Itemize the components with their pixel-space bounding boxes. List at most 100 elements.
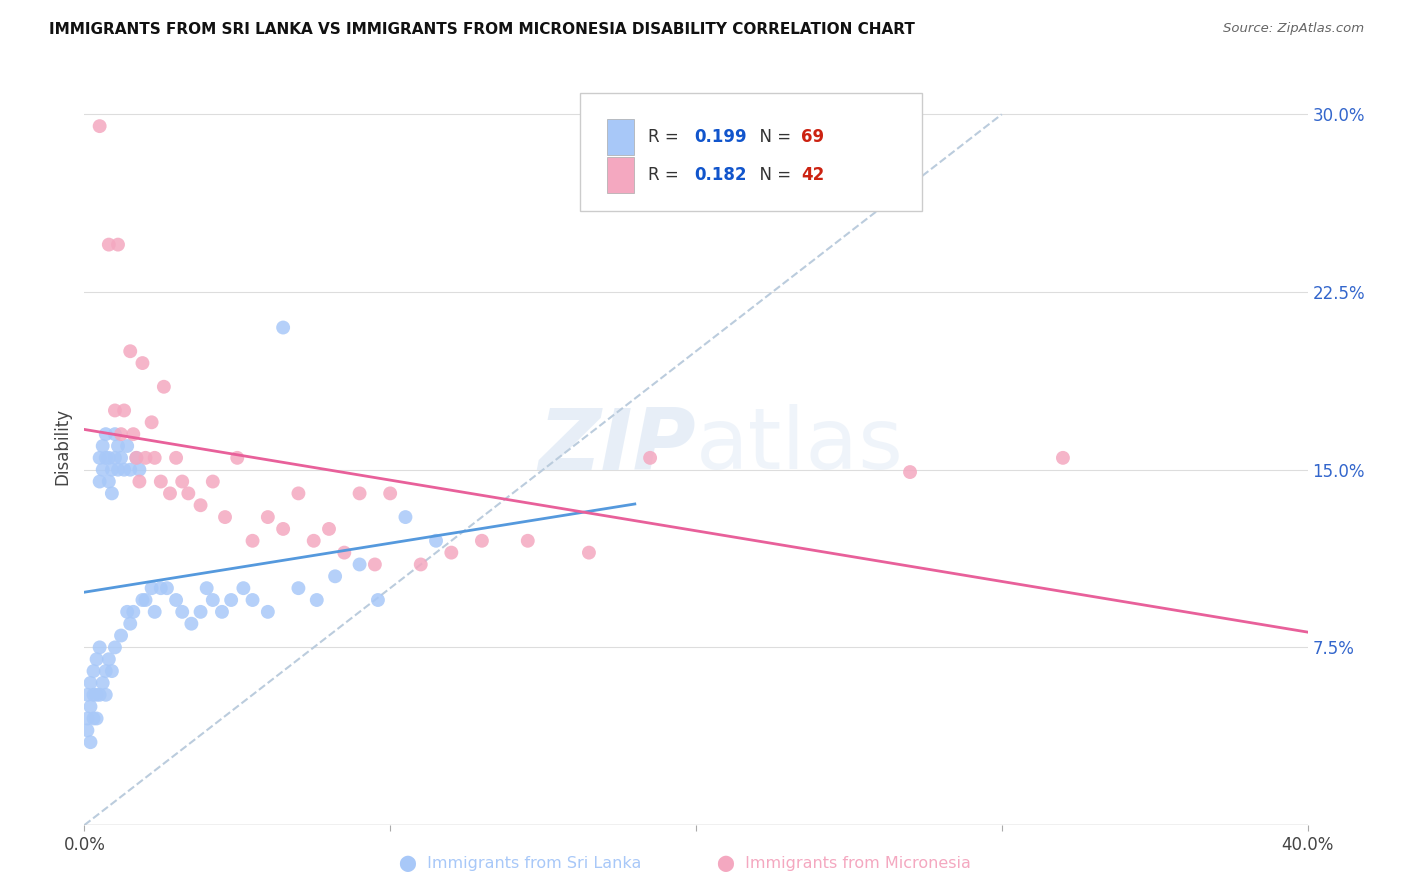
Point xyxy=(89,640,111,655)
Point xyxy=(91,439,114,453)
Point xyxy=(242,593,264,607)
Point xyxy=(94,664,117,678)
Point xyxy=(89,688,111,702)
Point xyxy=(110,450,132,465)
Point xyxy=(76,688,98,702)
Point xyxy=(120,344,142,359)
Text: R =: R = xyxy=(648,166,685,184)
Point xyxy=(89,450,111,465)
Point xyxy=(349,486,371,500)
Point xyxy=(149,475,172,489)
Point xyxy=(201,593,224,607)
Point xyxy=(94,450,117,465)
Point xyxy=(97,237,120,252)
Point xyxy=(79,735,101,749)
Point xyxy=(165,450,187,465)
Point xyxy=(226,450,249,465)
Point xyxy=(83,664,105,678)
Point xyxy=(101,486,124,500)
Point xyxy=(128,475,150,489)
Point xyxy=(122,427,145,442)
Point xyxy=(232,581,254,595)
Point xyxy=(257,605,280,619)
Point xyxy=(211,605,233,619)
Point xyxy=(201,475,224,489)
Text: 0.199: 0.199 xyxy=(695,128,748,146)
Point xyxy=(898,465,921,479)
Point xyxy=(516,533,538,548)
Point xyxy=(578,546,600,560)
Text: ZIP: ZIP xyxy=(538,404,696,488)
Point xyxy=(425,533,447,548)
Text: Source: ZipAtlas.com: Source: ZipAtlas.com xyxy=(1223,22,1364,36)
Point xyxy=(107,237,129,252)
Point xyxy=(333,546,356,560)
Point xyxy=(141,581,163,595)
Text: atlas: atlas xyxy=(696,404,904,488)
Point xyxy=(79,676,101,690)
Point xyxy=(131,356,153,370)
Text: 42: 42 xyxy=(801,166,824,184)
Point xyxy=(94,688,117,702)
Point xyxy=(97,652,120,666)
Point xyxy=(112,463,135,477)
Point xyxy=(165,593,187,607)
Point xyxy=(318,522,340,536)
Point xyxy=(409,558,432,572)
Point xyxy=(115,439,138,453)
Point xyxy=(104,427,127,442)
Point xyxy=(91,463,114,477)
FancyBboxPatch shape xyxy=(579,94,922,211)
Point xyxy=(271,522,294,536)
Point xyxy=(364,558,387,572)
Point xyxy=(89,475,111,489)
Point xyxy=(143,605,166,619)
Point xyxy=(172,605,194,619)
Text: N =: N = xyxy=(748,128,796,146)
Point xyxy=(122,605,145,619)
Point xyxy=(638,450,661,465)
Point xyxy=(153,380,176,394)
Point xyxy=(79,699,101,714)
Point xyxy=(471,533,494,548)
Point xyxy=(125,450,148,465)
Point xyxy=(101,664,124,678)
Text: 69: 69 xyxy=(801,128,824,146)
Point xyxy=(149,581,172,595)
Point xyxy=(143,450,166,465)
Point xyxy=(83,711,105,725)
Point xyxy=(110,628,132,642)
Y-axis label: Disability: Disability xyxy=(53,408,72,484)
Point xyxy=(287,581,309,595)
Point xyxy=(190,498,212,512)
FancyBboxPatch shape xyxy=(606,156,634,193)
Point xyxy=(97,475,120,489)
Point xyxy=(86,688,108,702)
Text: ⬤  Immigrants from Sri Lanka: ⬤ Immigrants from Sri Lanka xyxy=(399,856,641,872)
Point xyxy=(135,593,157,607)
Point xyxy=(86,652,108,666)
Point xyxy=(349,558,371,572)
Point xyxy=(323,569,346,583)
Point xyxy=(110,427,132,442)
Text: R =: R = xyxy=(648,128,685,146)
Point xyxy=(91,676,114,690)
Point xyxy=(112,403,135,417)
Point xyxy=(107,463,129,477)
Point xyxy=(128,463,150,477)
Point xyxy=(94,427,117,442)
Point xyxy=(440,546,463,560)
Point xyxy=(159,486,181,500)
Text: ⬤  Immigrants from Micronesia: ⬤ Immigrants from Micronesia xyxy=(717,856,970,872)
Point xyxy=(271,320,294,334)
Point xyxy=(104,403,127,417)
Point xyxy=(156,581,179,595)
Point xyxy=(195,581,218,595)
Point xyxy=(219,593,242,607)
Point xyxy=(1052,450,1074,465)
FancyBboxPatch shape xyxy=(606,119,634,155)
Point xyxy=(83,688,105,702)
Point xyxy=(287,486,309,500)
Point xyxy=(214,510,236,524)
Point xyxy=(101,463,124,477)
